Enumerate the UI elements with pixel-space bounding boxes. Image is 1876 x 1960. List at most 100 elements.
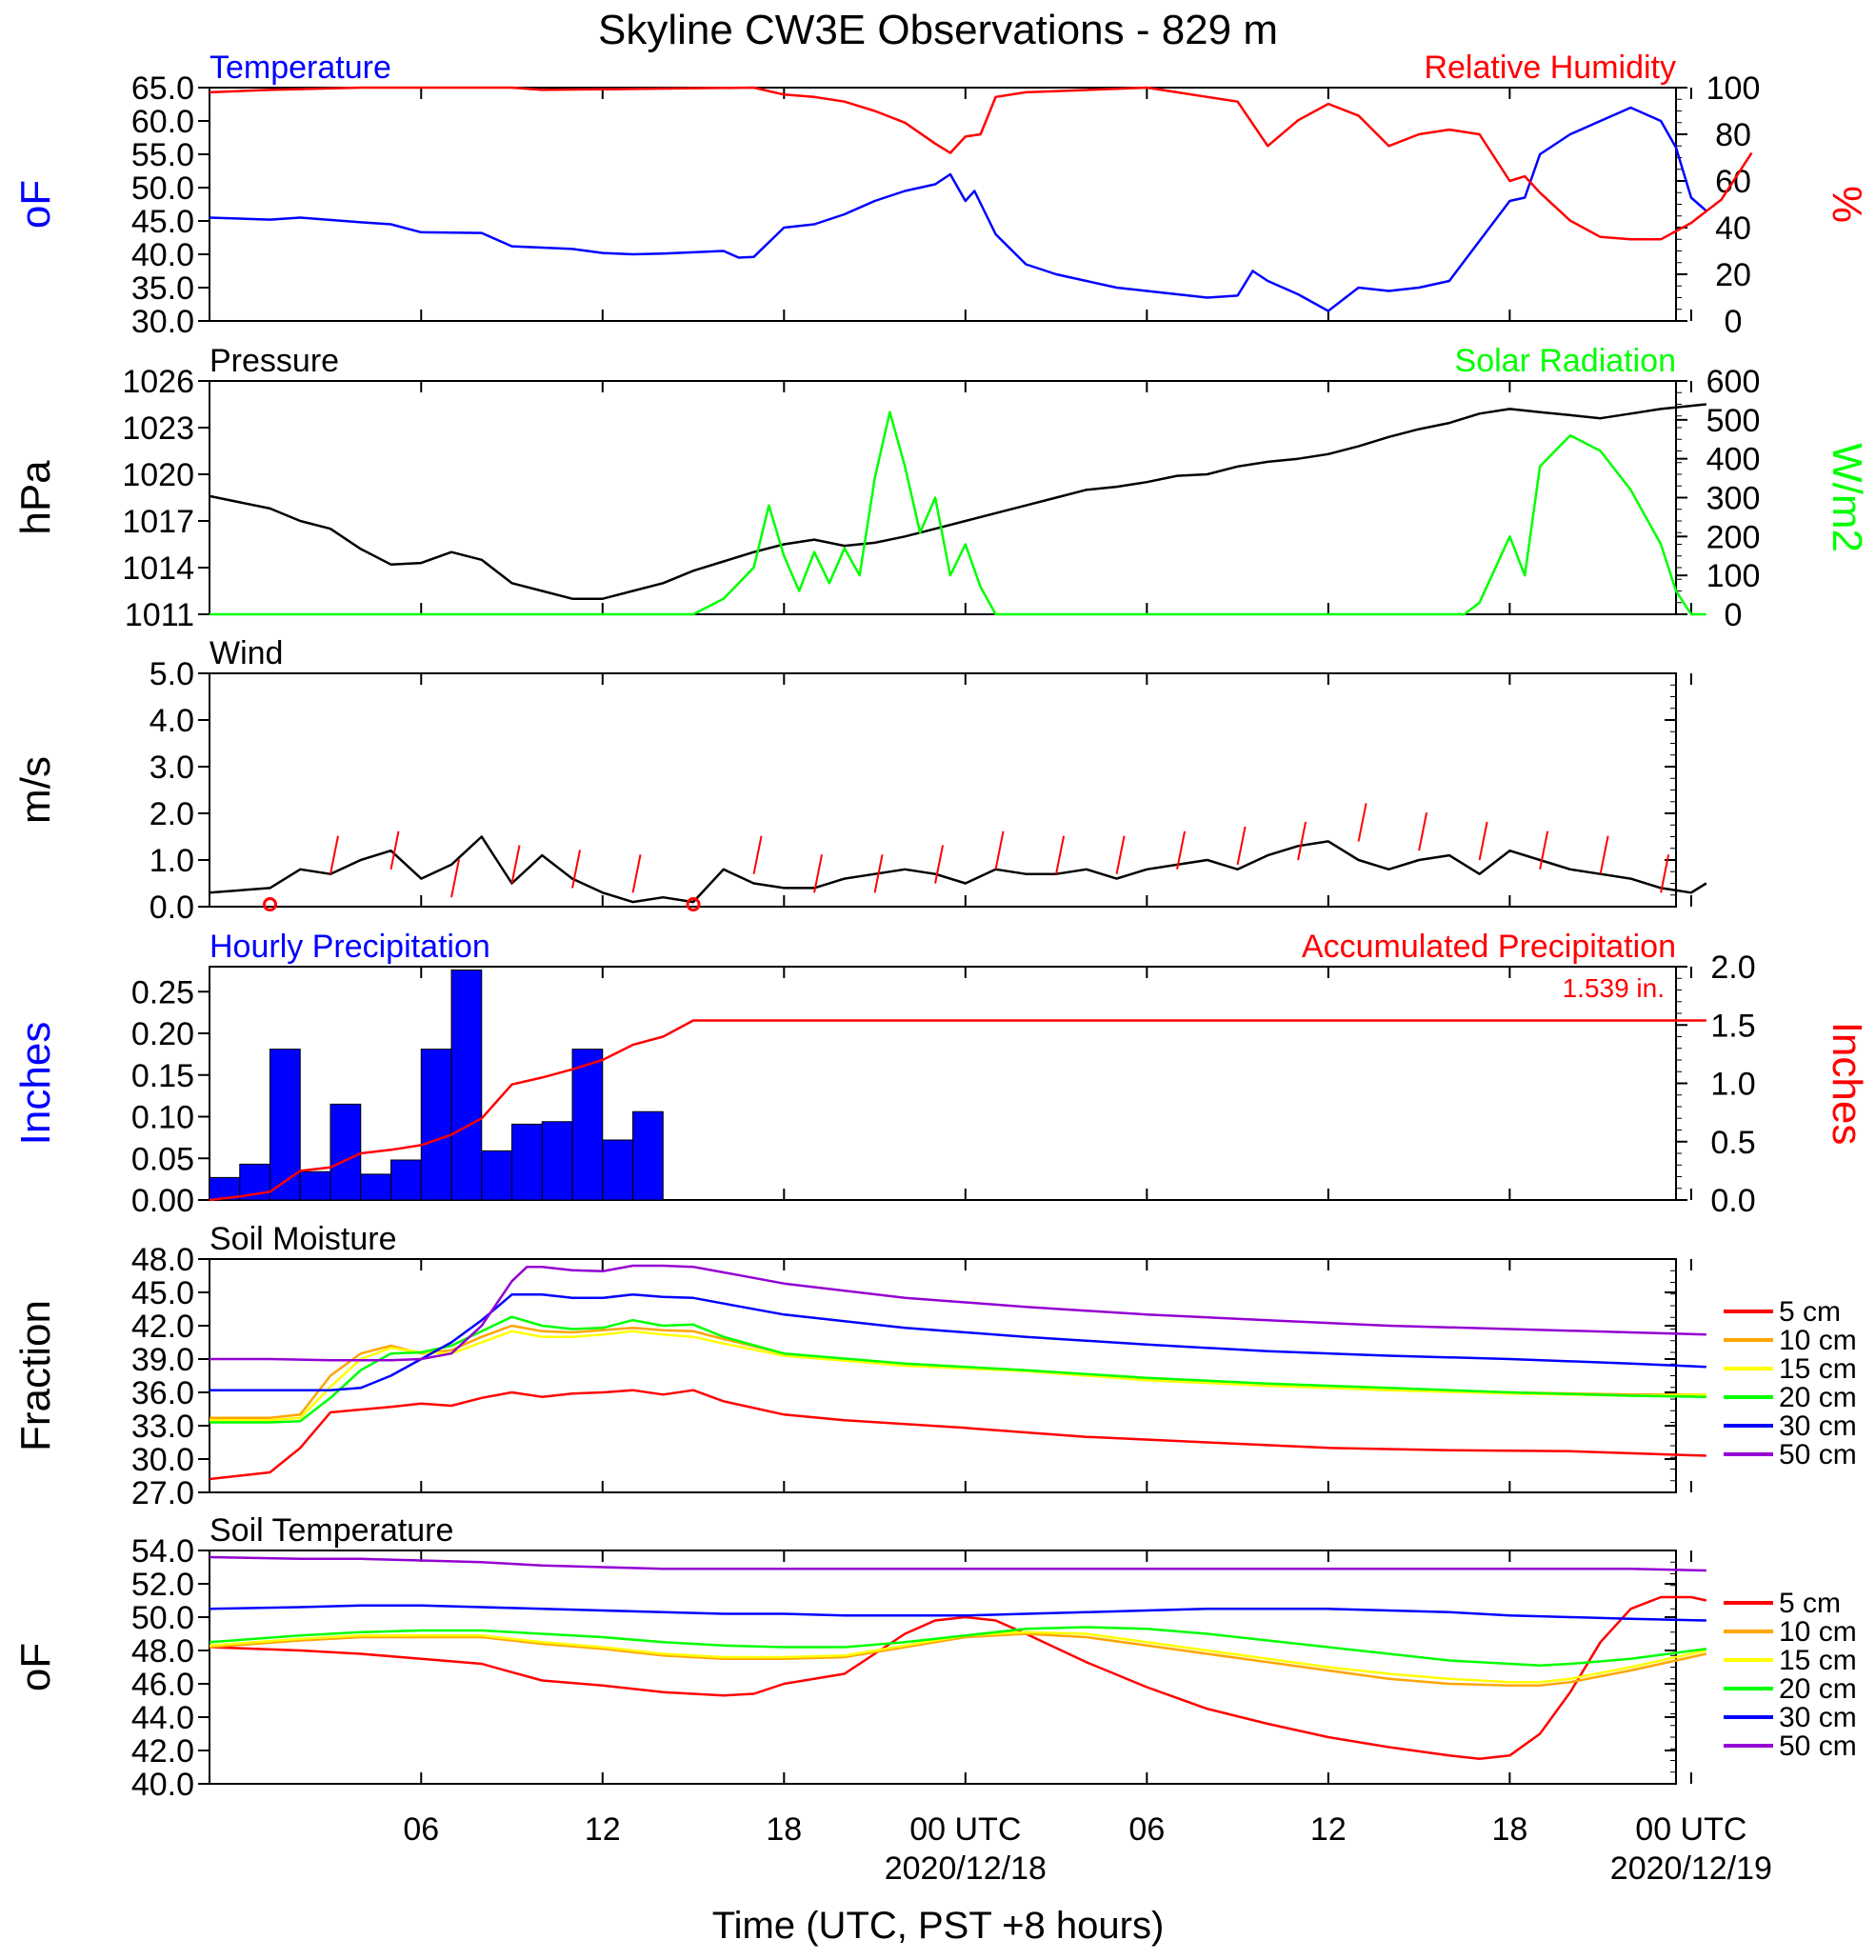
panel-right-title: Accumulated Precipitation [1302,929,1676,965]
right-tick-label: 0.5 [1710,1125,1755,1161]
series-line [209,106,1707,312]
left-tick-label: 40.0 [131,1767,194,1803]
left-unit-label: hPa [12,460,59,535]
legend-label: 5 cm [1779,1296,1841,1328]
series-line [209,403,1706,600]
wind-barb [1115,835,1126,874]
left-tick-label: 39.0 [131,1342,194,1378]
right-tick-label: 500 [1706,403,1761,439]
x-tick-label: 12 [585,1811,621,1848]
wind-barb [1539,830,1549,870]
right-tick-label: 20 [1715,257,1751,293]
right-tick-label: 1.0 [1710,1067,1755,1103]
panel-3: 0.0 1.0 2.0 3.0 4.0 5.0 Wind m/s [12,635,1707,926]
series-line [209,1626,1706,1668]
right-tick-label: 80 [1715,117,1751,153]
wind-barb [1478,821,1488,861]
wind-barb [813,854,824,893]
right-tick-label: 1.5 [1710,1008,1755,1044]
left-tick-label: 1.0 [150,843,194,879]
series-line [209,1595,1707,1761]
left-tick-label: 0.15 [131,1058,194,1094]
right-tick-label: 0 [1725,304,1743,340]
left-tick-label: 1020 [122,457,194,493]
panel-left-title: Hourly Precipitation [210,929,490,965]
left-tick-label: 46.0 [131,1667,194,1703]
panel-4: 0.00 0.05 0.10 0.15 0.20 0.25 0.0 0.5 1.0 1.5 2.0 H… [12,929,1870,1219]
x-tick-label: 12 [1310,1811,1347,1848]
left-tick-label: 1011 [125,597,194,633]
wind-barb [1660,854,1670,893]
precip-total-annotation: 1.539 in. [1563,973,1665,1003]
left-tick-label: 45.0 [131,204,194,240]
right-tick-label: 600 [1706,364,1761,400]
series-line [209,1389,1706,1481]
wind-barb [329,835,339,874]
left-tick-label: 0.20 [131,1016,194,1052]
left-tick-label: 50.0 [131,1600,194,1636]
legend-label: 50 cm [1779,1730,1857,1762]
right-unit-label: % [1824,186,1870,223]
legend-label: 5 cm [1779,1588,1841,1619]
legend-label: 30 cm [1779,1702,1857,1733]
wind-calm-marker [263,897,278,912]
precip-bar [511,1123,543,1201]
left-tick-label: 48.0 [131,1633,194,1670]
left-tick-label: 52.0 [131,1567,194,1603]
wind-barb [631,854,642,893]
left-tick-label: 0.00 [131,1183,194,1219]
legend-label: 10 cm [1779,1616,1857,1648]
legend-label: 15 cm [1779,1645,1857,1676]
left-tick-label: 4.0 [150,703,194,739]
chart-title: Skyline CW3E Observations - 829 m [598,7,1278,53]
left-unit-label: oF [12,180,59,229]
left-tick-label: 35.0 [131,270,194,307]
left-tick-label: 3.0 [150,750,194,786]
panel-left-title: Soil Temperature [210,1512,453,1549]
left-tick-label: 55.0 [131,137,194,173]
precip-bar [571,1049,604,1201]
left-tick-label: 33.0 [131,1409,194,1445]
series-line [209,835,1707,904]
panel-frame [209,380,1677,615]
left-tick-label: 0.10 [131,1100,194,1136]
panel-right-title: Relative Humidity [1424,50,1676,86]
precip-bar [390,1159,422,1201]
wind-barb [873,854,884,893]
legend-label: 10 cm [1779,1325,1857,1356]
panel-right-title: Solar Radiation [1455,343,1676,379]
right-tick-label: 2.0 [1710,950,1755,986]
wind-barb [1599,835,1609,874]
series-line [209,1632,1707,1688]
wind-barb [1176,830,1187,870]
panel-left-title: Pressure [210,343,339,379]
left-tick-label: 54.0 [131,1533,194,1570]
right-tick-label: 300 [1706,481,1761,517]
series-line [209,86,1753,241]
left-tick-label: 30.0 [131,1442,194,1478]
wind-barb [571,850,582,889]
left-unit-label: Fraction [12,1300,59,1451]
left-tick-label: 50.0 [131,170,194,207]
wind-barb [1297,821,1307,861]
x-tick-label: 18 [766,1811,802,1848]
right-tick-label: 100 [1706,558,1761,594]
series-line [209,1604,1706,1622]
wind-barb [934,845,945,884]
legend-label: 20 cm [1779,1382,1857,1413]
panel-frame [209,672,1677,908]
panels: 30.035.040.045.050.055.060.065.002040608… [12,50,1870,1803]
wind-barb [752,835,763,874]
series-line [209,1630,1707,1684]
right-unit-label: Inches [1824,1022,1870,1146]
panel-1: 30.035.040.045.050.055.060.065.002040608… [12,50,1870,340]
wind-barb [1357,803,1367,842]
left-tick-label: 1026 [122,364,194,400]
series-line [209,1555,1706,1572]
precip-bar [420,1049,452,1201]
precip-bar [329,1103,362,1201]
panel-5: 27.030.033.036.039.042.045.048.0 Soil Moi… [12,1221,1857,1511]
panel-frame [209,87,1677,322]
left-tick-label: 0.05 [131,1141,194,1177]
wind-barb [389,830,400,870]
